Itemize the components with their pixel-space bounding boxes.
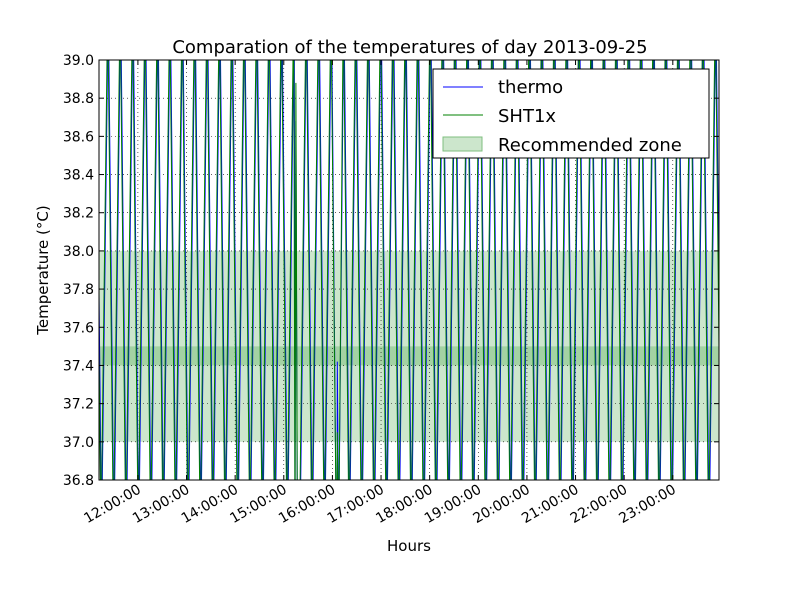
y-tick-label: 38.0: [63, 244, 94, 260]
y-axis-ticks: 36.8 37.0 37.2 37.4 37.6 37.8 38.0 38.2 38.4 38.6…: [63, 53, 719, 489]
legend-box: [432, 68, 710, 159]
y-tick-label: 38.2: [63, 206, 94, 222]
series-line-sht1x: [99, 60, 719, 480]
x-axis-label: Hours: [387, 537, 431, 555]
chart-title: Comparation of the temperatures of day 2…: [172, 37, 647, 58]
legend-thermo-label: thermo: [498, 77, 563, 98]
legend-zone-label: Recommended zone: [498, 135, 682, 156]
y-tick-label: 37.4: [63, 358, 94, 374]
y-tick-label: 38.6: [63, 129, 94, 145]
y-tick-label: 39.0: [63, 53, 94, 69]
y-tick-label: 37.8: [63, 282, 94, 298]
y-tick-label: 37.6: [63, 320, 94, 336]
series-lines: [99, 60, 719, 480]
legend-zone-swatch: [442, 136, 483, 152]
plot-frame: [98, 59, 720, 481]
y-tick-label: 38.4: [63, 168, 94, 184]
y-tick-label: 36.8: [63, 473, 94, 489]
y-axis-label: Temperature (°C): [34, 205, 52, 335]
y-tick-label: 38.8: [63, 91, 94, 107]
legend: thermo SHT1x Recommended zone: [432, 68, 710, 159]
series-line-thermo: [99, 60, 719, 480]
y-tick-label: 37.2: [63, 397, 94, 413]
legend-sht1x-label: SHT1x: [498, 106, 556, 127]
y-tick-label: 37.0: [63, 435, 94, 451]
